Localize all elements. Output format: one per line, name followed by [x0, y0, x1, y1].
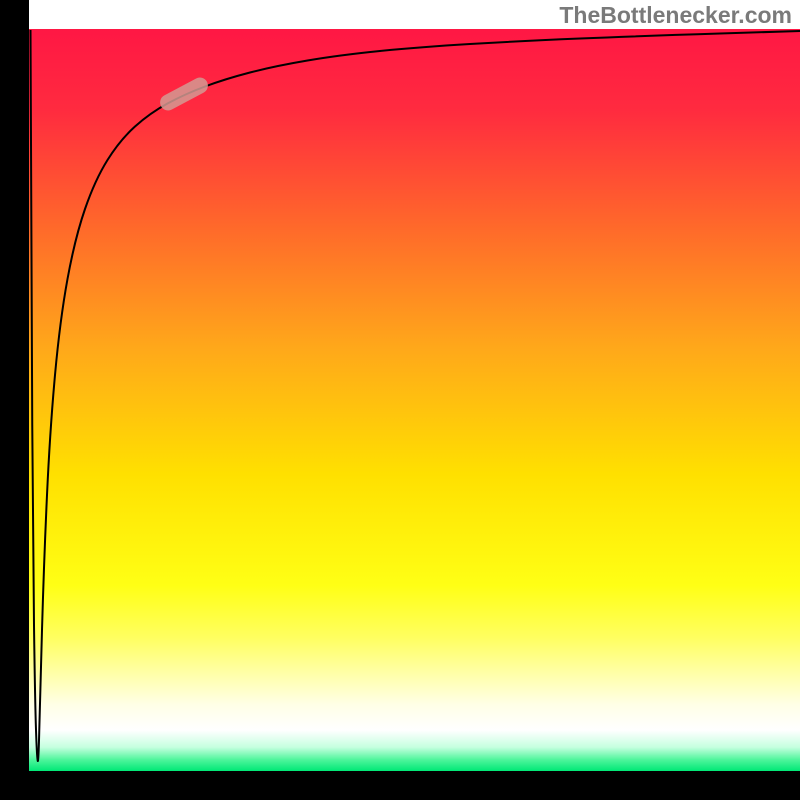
- watermark-text: TheBottlenecker.com: [559, 2, 792, 29]
- x-axis: [0, 771, 800, 800]
- bottleneck-chart: [0, 0, 800, 800]
- y-axis: [0, 0, 29, 800]
- plot-background: [29, 29, 800, 771]
- chart-container: TheBottlenecker.com: [0, 0, 800, 800]
